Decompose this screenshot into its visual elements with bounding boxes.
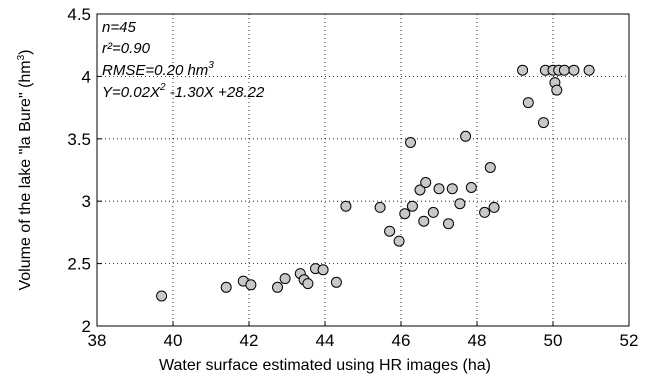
y-tick-labels: 2 2.5 3 3.5 4 4.5 [67,5,102,336]
data-point [583,64,595,76]
data-point [393,235,405,247]
data-point [406,200,418,212]
annotation-block: n=45 r²=0.90 RMSE=0.20 hm3 Y=0.02X2 -1.3… [102,19,265,101]
data-point [443,218,454,230]
data-point [405,137,416,148]
x-tick-label: 50 [544,331,563,350]
data-point [374,201,386,213]
x-axis-label: Water surface estimated using HR images … [159,357,491,374]
data-point [414,184,426,196]
x-tick-label: 38 [88,331,107,350]
data-point [427,206,439,218]
data-point [538,117,549,129]
x-tick-label: 52 [620,331,639,350]
data-point [460,130,472,142]
data-point [517,64,529,76]
y-axis-label: Volume of the lake "la Bure" (hm3) [16,49,34,290]
plot-frame [96,13,630,327]
x-tick-label: 44 [316,331,335,350]
data-point [465,182,477,193]
x-tick-labels: 38 40 42 44 46 48 50 52 [88,321,639,350]
data-point [433,183,445,195]
data-point [488,201,500,213]
y-tick-label: 3.5 [67,130,91,149]
annotation-rmse: RMSE=0.20 hm3 [102,60,214,79]
data-point [317,264,329,276]
data-point [420,177,432,188]
data-point [558,64,570,76]
data-points [156,64,595,302]
annotation-r2: r²=0.90 [102,40,151,57]
data-point [479,206,491,218]
y-tick-label: 4.5 [67,5,91,24]
y-tick-label: 3 [82,192,91,211]
data-point [384,225,396,237]
data-point [454,198,466,210]
data-point [551,84,563,96]
data-point [220,281,232,293]
data-point [484,162,496,173]
data-point [340,200,352,212]
data-point [418,215,430,227]
y-tick-label: 2.5 [67,255,91,274]
x-tick-label: 46 [392,331,411,350]
x-tick-label: 48 [468,331,487,350]
data-point [156,290,168,302]
annotation-n: n=45 [102,19,136,36]
y-tick-label: 4 [82,67,91,86]
y-tick-label: 2 [82,317,91,336]
data-point [245,279,257,291]
x-tick-label: 40 [164,331,183,350]
data-point [522,97,534,109]
data-point [272,281,283,293]
data-point [399,208,411,220]
grid-lines [97,14,629,326]
annotation-equation: Y=0.02X2 -1.30X +28.22 [102,82,265,101]
data-point [446,183,458,195]
data-point [279,273,291,285]
data-point [330,276,342,288]
data-point [302,278,314,290]
data-point [568,64,580,76]
x-tick-label: 42 [240,331,259,350]
